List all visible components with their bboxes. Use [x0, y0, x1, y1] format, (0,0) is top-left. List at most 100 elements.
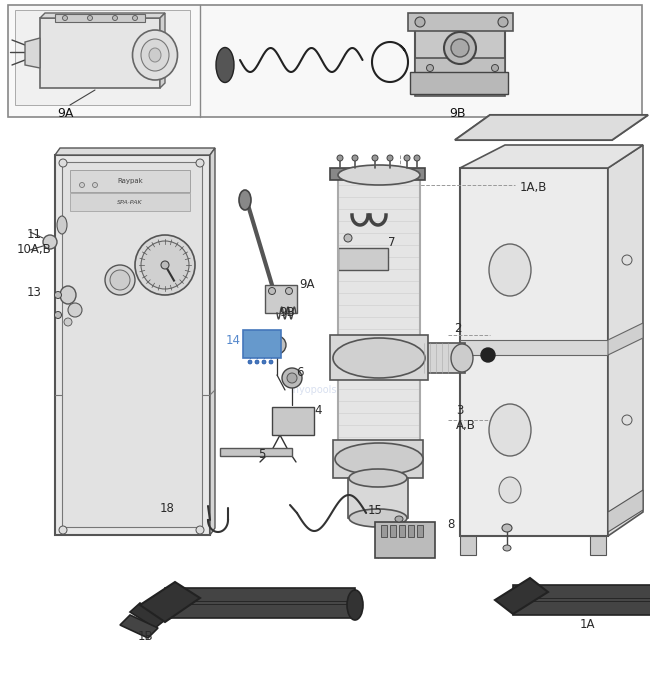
- Text: 2: 2: [454, 321, 462, 334]
- Ellipse shape: [451, 39, 469, 57]
- Bar: [420, 343, 465, 373]
- Bar: [460, 168, 608, 536]
- Polygon shape: [55, 148, 215, 155]
- Ellipse shape: [349, 469, 407, 487]
- Ellipse shape: [135, 235, 195, 295]
- Ellipse shape: [395, 516, 403, 522]
- Ellipse shape: [239, 190, 251, 210]
- Polygon shape: [210, 148, 215, 535]
- Ellipse shape: [255, 360, 259, 364]
- Polygon shape: [495, 578, 548, 614]
- Ellipse shape: [59, 526, 67, 534]
- Bar: [40, 18, 160, 88]
- Ellipse shape: [502, 524, 512, 532]
- Ellipse shape: [287, 373, 297, 383]
- Ellipse shape: [216, 48, 234, 83]
- Text: 7: 7: [388, 237, 395, 250]
- Bar: [410, 72, 508, 94]
- Text: 6: 6: [296, 366, 304, 379]
- Bar: [265, 285, 297, 313]
- Ellipse shape: [426, 65, 434, 72]
- Bar: [408, 13, 513, 31]
- Text: 13: 13: [27, 286, 42, 299]
- Text: 1B: 1B: [137, 630, 153, 643]
- Polygon shape: [130, 603, 165, 628]
- Text: inyopools.com: inyopools.com: [290, 385, 360, 395]
- Bar: [381, 525, 387, 537]
- Text: 9B: 9B: [448, 107, 465, 120]
- Polygon shape: [455, 115, 648, 140]
- Text: 18: 18: [160, 501, 175, 514]
- Bar: [220, 448, 292, 456]
- Bar: [460, 340, 608, 355]
- Bar: [417, 525, 423, 537]
- Ellipse shape: [88, 16, 92, 20]
- Ellipse shape: [55, 312, 62, 318]
- Text: 9A: 9A: [299, 278, 315, 291]
- Ellipse shape: [133, 30, 177, 80]
- Ellipse shape: [282, 368, 302, 388]
- Ellipse shape: [269, 360, 273, 364]
- Ellipse shape: [503, 545, 511, 551]
- Ellipse shape: [335, 443, 423, 475]
- Bar: [399, 525, 405, 537]
- Ellipse shape: [426, 78, 434, 85]
- Ellipse shape: [349, 509, 407, 527]
- Bar: [243, 330, 281, 358]
- Ellipse shape: [344, 234, 352, 242]
- Bar: [15, 10, 190, 105]
- Polygon shape: [608, 490, 643, 532]
- Ellipse shape: [92, 183, 98, 188]
- Ellipse shape: [112, 16, 118, 20]
- Ellipse shape: [352, 155, 358, 161]
- Polygon shape: [455, 115, 648, 140]
- Ellipse shape: [105, 265, 135, 295]
- Polygon shape: [25, 38, 40, 68]
- Bar: [408, 525, 414, 537]
- Ellipse shape: [481, 348, 495, 362]
- Ellipse shape: [64, 318, 72, 326]
- Bar: [390, 525, 396, 537]
- Ellipse shape: [196, 526, 204, 534]
- Ellipse shape: [387, 155, 393, 161]
- Ellipse shape: [141, 39, 169, 71]
- Ellipse shape: [491, 65, 499, 72]
- Text: 1A: 1A: [580, 619, 595, 632]
- Polygon shape: [608, 145, 643, 536]
- Ellipse shape: [489, 404, 531, 456]
- Bar: [338, 248, 388, 270]
- Ellipse shape: [110, 270, 130, 290]
- Ellipse shape: [414, 155, 420, 161]
- Bar: [8, 5, 642, 117]
- Bar: [70, 170, 190, 192]
- Bar: [55, 155, 210, 535]
- Bar: [62, 162, 202, 527]
- Text: 9A: 9A: [57, 107, 73, 120]
- Bar: [165, 588, 355, 602]
- Ellipse shape: [451, 344, 473, 372]
- Text: 3
A,B: 3 A,B: [456, 404, 476, 432]
- Bar: [513, 601, 650, 615]
- Ellipse shape: [285, 288, 293, 295]
- Bar: [513, 585, 650, 599]
- Polygon shape: [460, 145, 643, 168]
- Bar: [165, 604, 355, 618]
- Bar: [330, 168, 425, 180]
- Ellipse shape: [333, 338, 425, 378]
- Text: 5: 5: [258, 449, 265, 462]
- Polygon shape: [608, 323, 643, 355]
- Text: SPA·PAK: SPA·PAK: [117, 200, 143, 205]
- Ellipse shape: [141, 241, 189, 289]
- Ellipse shape: [499, 477, 521, 503]
- Text: 11: 11: [27, 228, 42, 241]
- Bar: [70, 193, 190, 211]
- Ellipse shape: [68, 303, 82, 317]
- Bar: [333, 440, 423, 478]
- Bar: [415, 58, 505, 96]
- Ellipse shape: [161, 261, 169, 269]
- Polygon shape: [590, 536, 606, 555]
- Ellipse shape: [62, 16, 68, 20]
- Ellipse shape: [149, 48, 161, 62]
- Ellipse shape: [57, 216, 67, 234]
- Bar: [375, 522, 435, 558]
